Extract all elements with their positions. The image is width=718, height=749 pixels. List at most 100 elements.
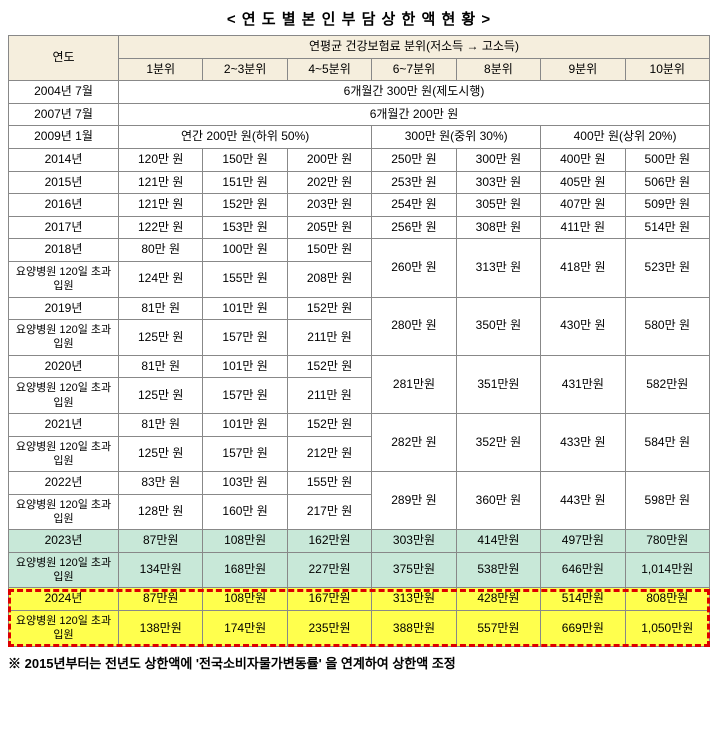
- row-sub: 요양병원 120일 초과 입원: [9, 611, 119, 647]
- th-q4: 6~7분위: [372, 58, 456, 81]
- cell: 580만 원: [625, 297, 709, 355]
- row-year: 2007년 7월: [9, 103, 119, 126]
- cell: 313만원: [372, 588, 456, 611]
- cell: 308만 원: [456, 216, 540, 239]
- th-group: 연평균 건강보험료 분위(저소득 → 고소득): [119, 36, 710, 59]
- cell: 연간 200만 원(하위 50%): [119, 126, 372, 149]
- cell: 211만 원: [287, 320, 371, 356]
- cell: 101만 원: [203, 413, 287, 436]
- row-year: 2004년 7월: [9, 81, 119, 104]
- cell: 200만 원: [287, 148, 371, 171]
- table-title: < 연 도 별 본 인 부 담 상 한 액 현 황 >: [8, 8, 710, 29]
- cell: 281만원: [372, 355, 456, 413]
- row-sub: 요양병원 120일 초과 입원: [9, 320, 119, 356]
- th-q7: 10분위: [625, 58, 709, 81]
- cell: 407만 원: [541, 194, 625, 217]
- row-merged: 6개월간 200만 원: [119, 103, 710, 126]
- cell: 235만원: [287, 611, 371, 647]
- cell: 83만 원: [119, 472, 203, 495]
- th-q2: 2~3분위: [203, 58, 287, 81]
- cell: 598만 원: [625, 472, 709, 530]
- cell: 431만원: [541, 355, 625, 413]
- cell: 157만 원: [203, 320, 287, 356]
- cell: 80만 원: [119, 239, 203, 262]
- cell: 167만원: [287, 588, 371, 611]
- cell: 81만 원: [119, 413, 203, 436]
- cell: 303만 원: [456, 171, 540, 194]
- cell: 351만원: [456, 355, 540, 413]
- cell: 360만 원: [456, 472, 540, 530]
- cell: 405만 원: [541, 171, 625, 194]
- row-year: 2020년: [9, 355, 119, 378]
- cell: 128만 원: [119, 494, 203, 530]
- cell: 506만 원: [625, 171, 709, 194]
- th-q5: 8분위: [456, 58, 540, 81]
- footnote: ※ 2015년부터는 전년도 상한액에 '전국소비자물가변동률' 을 연계하여 …: [8, 653, 710, 672]
- cell: 414만원: [456, 530, 540, 553]
- cell: 203만 원: [287, 194, 371, 217]
- cell: 1,050만원: [625, 611, 709, 647]
- cell: 433만 원: [541, 413, 625, 471]
- row-year: 2022년: [9, 472, 119, 495]
- cell: 101만 원: [203, 355, 287, 378]
- cell: 121만 원: [119, 171, 203, 194]
- cell: 120만 원: [119, 148, 203, 171]
- cell: 87만원: [119, 588, 203, 611]
- cell: 443만 원: [541, 472, 625, 530]
- row-year: 2024년: [9, 588, 119, 611]
- cell: 174만원: [203, 611, 287, 647]
- cell: 780만원: [625, 530, 709, 553]
- cell: 538만원: [456, 552, 540, 588]
- cell: 157만 원: [203, 378, 287, 414]
- cell: 152만 원: [287, 355, 371, 378]
- cell: 514만원: [541, 588, 625, 611]
- cell: 134만원: [119, 552, 203, 588]
- cell: 400만 원: [541, 148, 625, 171]
- cell: 418만 원: [541, 239, 625, 297]
- row-merged: 6개월간 300만 원(제도시행): [119, 81, 710, 104]
- cell: 428만원: [456, 588, 540, 611]
- row-year: 2015년: [9, 171, 119, 194]
- cell: 646만원: [541, 552, 625, 588]
- cell: 151만 원: [203, 171, 287, 194]
- cell: 305만 원: [456, 194, 540, 217]
- cell: 280만 원: [372, 297, 456, 355]
- th-q6: 9분위: [541, 58, 625, 81]
- cell: 160만 원: [203, 494, 287, 530]
- cell: 523만 원: [625, 239, 709, 297]
- row-year: 2016년: [9, 194, 119, 217]
- row-year: 2018년: [9, 239, 119, 262]
- row-year: 2017년: [9, 216, 119, 239]
- cell: 497만원: [541, 530, 625, 553]
- row-sub: 요양병원 120일 초과 입원: [9, 261, 119, 297]
- cell: 400만 원(상위 20%): [541, 126, 710, 149]
- cell: 81만 원: [119, 355, 203, 378]
- cell: 150만 원: [287, 239, 371, 262]
- row-year: 2023년: [9, 530, 119, 553]
- cell: 669만원: [541, 611, 625, 647]
- cell: 108만원: [203, 588, 287, 611]
- row-sub: 요양병원 120일 초과 입원: [9, 494, 119, 530]
- cell: 122만 원: [119, 216, 203, 239]
- cell: 125만 원: [119, 378, 203, 414]
- cell: 582만원: [625, 355, 709, 413]
- row-year: 2014년: [9, 148, 119, 171]
- cell: 514만 원: [625, 216, 709, 239]
- cell: 227만원: [287, 552, 371, 588]
- cell: 162만원: [287, 530, 371, 553]
- cell: 500만 원: [625, 148, 709, 171]
- cell: 153만 원: [203, 216, 287, 239]
- cell: 155만 원: [203, 261, 287, 297]
- row-year: 2019년: [9, 297, 119, 320]
- cell: 260만 원: [372, 239, 456, 297]
- cell: 256만 원: [372, 216, 456, 239]
- cell: 303만원: [372, 530, 456, 553]
- cell: 138만원: [119, 611, 203, 647]
- cell: 217만 원: [287, 494, 371, 530]
- th-q1: 1분위: [119, 58, 203, 81]
- cell: 313만 원: [456, 239, 540, 297]
- row-sub: 요양병원 120일 초과 입원: [9, 378, 119, 414]
- cell: 375만원: [372, 552, 456, 588]
- cell: 411만 원: [541, 216, 625, 239]
- cell: 584만 원: [625, 413, 709, 471]
